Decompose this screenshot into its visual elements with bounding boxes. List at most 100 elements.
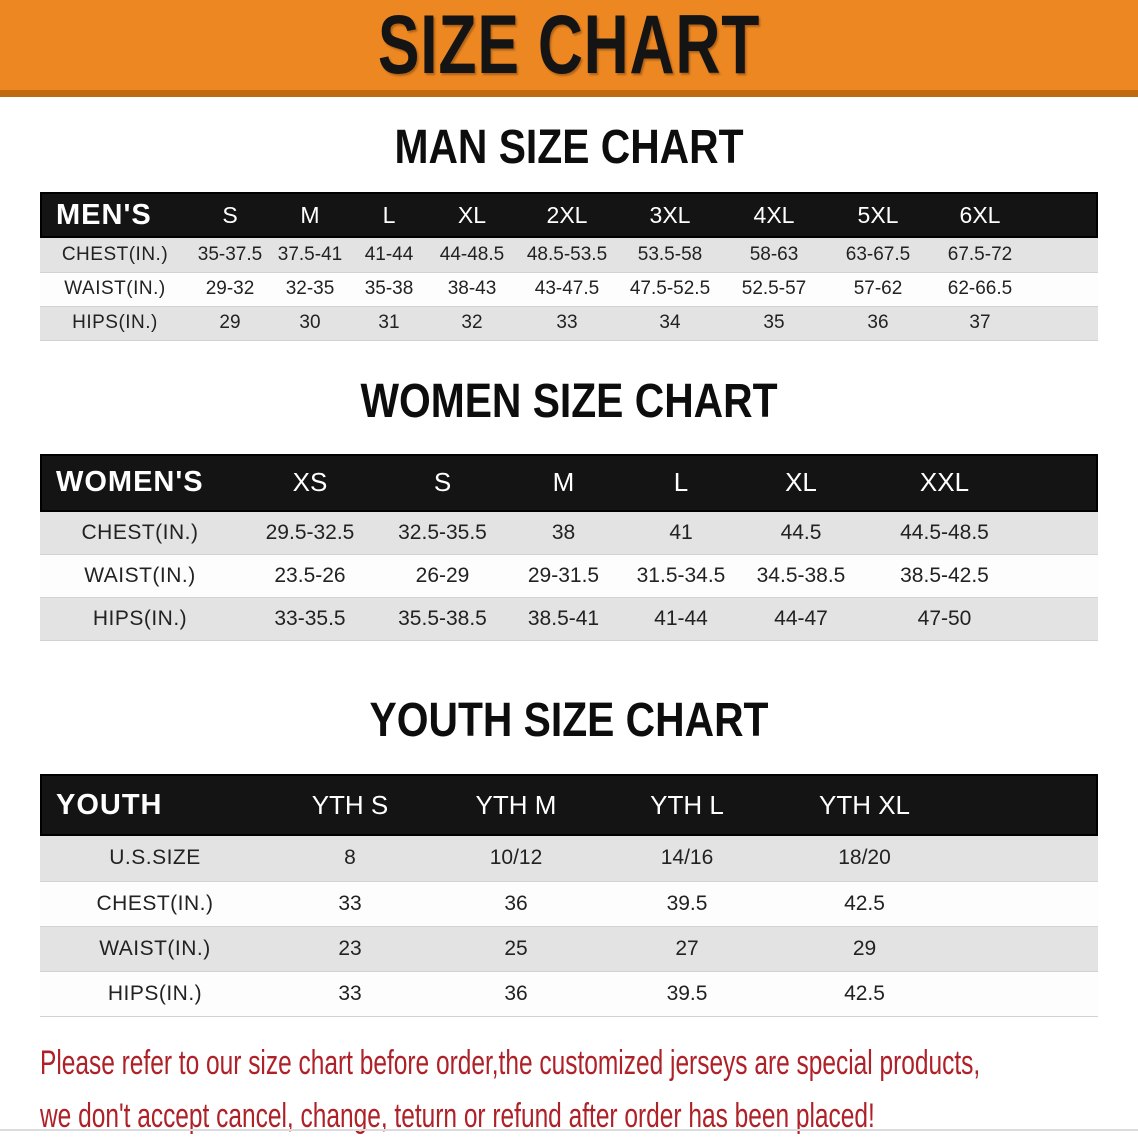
row-label: HIPS(IN.) — [72, 312, 158, 333]
row-label: CHEST(IN.) — [81, 520, 199, 544]
value-cell: 29 — [219, 312, 241, 333]
size-header-cell: S — [433, 467, 452, 497]
size-header-cell: XL — [785, 467, 817, 497]
women-section-heading: WOMEN SIZE CHART — [360, 374, 778, 428]
women-header-row: WOMEN'S XS S M L XL XXL — [40, 453, 1098, 512]
size-header-cell: S — [222, 201, 238, 228]
value-cell: 38.5-41 — [527, 607, 600, 630]
value-cell: 23.5-26 — [274, 564, 346, 587]
value-cell: 58-63 — [749, 243, 799, 265]
table-row: HIPS(IN.) 33-35.5 35.5-38.5 38.5-41 41-44 44-… — [40, 597, 1098, 641]
value-cell: 18/20 — [838, 846, 891, 870]
filler-cell — [1027, 454, 1098, 512]
size-header-cell: 2XL — [546, 201, 588, 228]
size-header-cell: YTH L — [650, 789, 724, 820]
filler-cell — [1027, 512, 1098, 555]
size-header-cell: L — [382, 201, 396, 228]
value-cell: 41-44 — [654, 607, 708, 630]
men-section: MAN SIZE CHART MEN'S S M L XL 2XL 3XL 4XL 5XL 6XL… — [0, 124, 1138, 341]
size-header-cell: 4XL — [753, 201, 795, 228]
size-header-cell: 6XL — [959, 201, 1001, 228]
filler-cell — [1027, 555, 1098, 598]
banner: SIZE CHART — [0, 0, 1138, 97]
value-cell: 38 — [551, 520, 576, 544]
youth-section: YOUTH SIZE CHART YOUTH YTH S YTH M YTH L YTH… — [0, 697, 1138, 1017]
value-cell: 33 — [556, 312, 578, 333]
value-cell: 23 — [338, 936, 362, 960]
row-label: HIPS(IN.) — [107, 981, 203, 1005]
value-cell: 41 — [669, 520, 693, 544]
value-cell: 37 — [969, 312, 991, 333]
disclaimer-line-wrap: Please refer to our size chart before or… — [40, 1040, 1138, 1093]
value-cell: 34.5-38.5 — [756, 564, 846, 587]
youth-size-table: YOUTH YTH S YTH M YTH L YTH XL U.S.SIZE 8 10/1… — [40, 774, 1098, 1017]
value-cell: 41-44 — [364, 243, 414, 265]
value-cell: 36 — [504, 891, 528, 915]
size-header-cell: YTH S — [311, 789, 389, 820]
disclaimer: Please refer to our size chart before or… — [0, 1040, 1138, 1146]
table-title-cell: MEN'S — [56, 198, 152, 231]
table-title-cell: WOMEN'S — [56, 466, 204, 498]
value-cell: 33-35.5 — [274, 607, 346, 630]
row-label: WAIST(IN.) — [84, 564, 196, 587]
value-cell: 29.5-32.5 — [265, 520, 355, 544]
value-cell: 26-29 — [415, 564, 470, 587]
filler-cell — [957, 836, 1098, 881]
value-cell: 35-37.5 — [197, 243, 263, 265]
value-cell: 32-35 — [285, 278, 335, 299]
women-section: WOMEN SIZE CHART WOMEN'S XS S M L XL XXL CHEST… — [0, 374, 1138, 642]
size-header-cell: 3XL — [649, 201, 691, 228]
size-header-cell: 5XL — [857, 201, 899, 228]
disclaimer-line-1: Please refer to our size chart before or… — [40, 1043, 981, 1082]
row-label: U.S.SIZE — [109, 846, 201, 870]
row-label: CHEST(IN.) — [61, 243, 169, 265]
bottom-edge-divider — [0, 1129, 1138, 1131]
men-size-table: MEN'S S M L XL 2XL 3XL 4XL 5XL 6XL CHEST(IN.) 35-3… — [40, 192, 1098, 341]
filler-cell — [957, 881, 1098, 926]
filler-cell — [957, 926, 1098, 971]
filler-cell — [1030, 238, 1098, 272]
size-header-cell: M — [300, 201, 320, 228]
value-cell: 31 — [378, 312, 400, 333]
value-cell: 31.5-34.5 — [636, 564, 726, 587]
value-cell: 10/12 — [489, 846, 543, 870]
value-cell: 29-31.5 — [527, 564, 600, 587]
value-cell: 53.5-58 — [637, 243, 703, 265]
value-cell: 43-47.5 — [534, 278, 600, 299]
table-row: WAIST(IN.) 23.5-26 26-29 29-31.5 31.5-34.5 34… — [40, 554, 1098, 598]
row-label: HIPS(IN.) — [92, 607, 188, 630]
value-cell: 42.5 — [844, 891, 885, 915]
value-cell: 33 — [338, 891, 362, 915]
row-label: WAIST(IN.) — [99, 936, 211, 960]
value-cell: 36 — [867, 312, 889, 333]
banner-title: SIZE CHART — [377, 0, 761, 91]
value-cell: 35 — [763, 312, 785, 333]
table-row: CHEST(IN.) 35-37.5 37.5-41 41-44 44-48.5 48.5… — [40, 238, 1098, 272]
value-cell: 30 — [299, 312, 321, 333]
disclaimer-line-2: we don't accept cancel, change, teturn o… — [40, 1096, 875, 1135]
value-cell: 29 — [852, 936, 877, 960]
disclaimer-line-wrap: we don't accept cancel, change, teturn o… — [40, 1093, 1138, 1146]
filler-cell — [957, 971, 1098, 1016]
value-cell: 36 — [504, 981, 528, 1005]
size-header-cell: XS — [292, 467, 328, 497]
value-cell: 27 — [675, 936, 699, 960]
value-cell: 38.5-42.5 — [900, 564, 989, 587]
women-size-table: WOMEN'S XS S M L XL XXL CHEST(IN.) 29.5-32.5 32.… — [40, 453, 1098, 642]
youth-header-row: YOUTH YTH S YTH M YTH L YTH XL — [40, 774, 1098, 836]
filler-cell — [1030, 306, 1098, 340]
value-cell: 32 — [461, 312, 483, 333]
value-cell: 47.5-52.5 — [629, 278, 711, 299]
value-cell: 25 — [504, 936, 528, 960]
row-label: WAIST(IN.) — [64, 278, 166, 299]
table-row: WAIST(IN.) 23 25 27 29 — [40, 926, 1098, 971]
value-cell: 44-47 — [774, 607, 828, 630]
size-header-cell: XXL — [919, 467, 970, 497]
table-row: HIPS(IN.) 29 30 31 32 33 34 35 36 37 — [40, 306, 1098, 340]
table-title-cell: YOUTH — [56, 788, 163, 821]
value-cell: 44.5-48.5 — [900, 520, 989, 544]
value-cell: 32.5-35.5 — [398, 520, 487, 544]
table-row: CHEST(IN.) 29.5-32.5 32.5-35.5 38 41 44.5 44.5… — [40, 511, 1098, 555]
table-row: U.S.SIZE 8 10/12 14/16 18/20 — [40, 836, 1098, 881]
